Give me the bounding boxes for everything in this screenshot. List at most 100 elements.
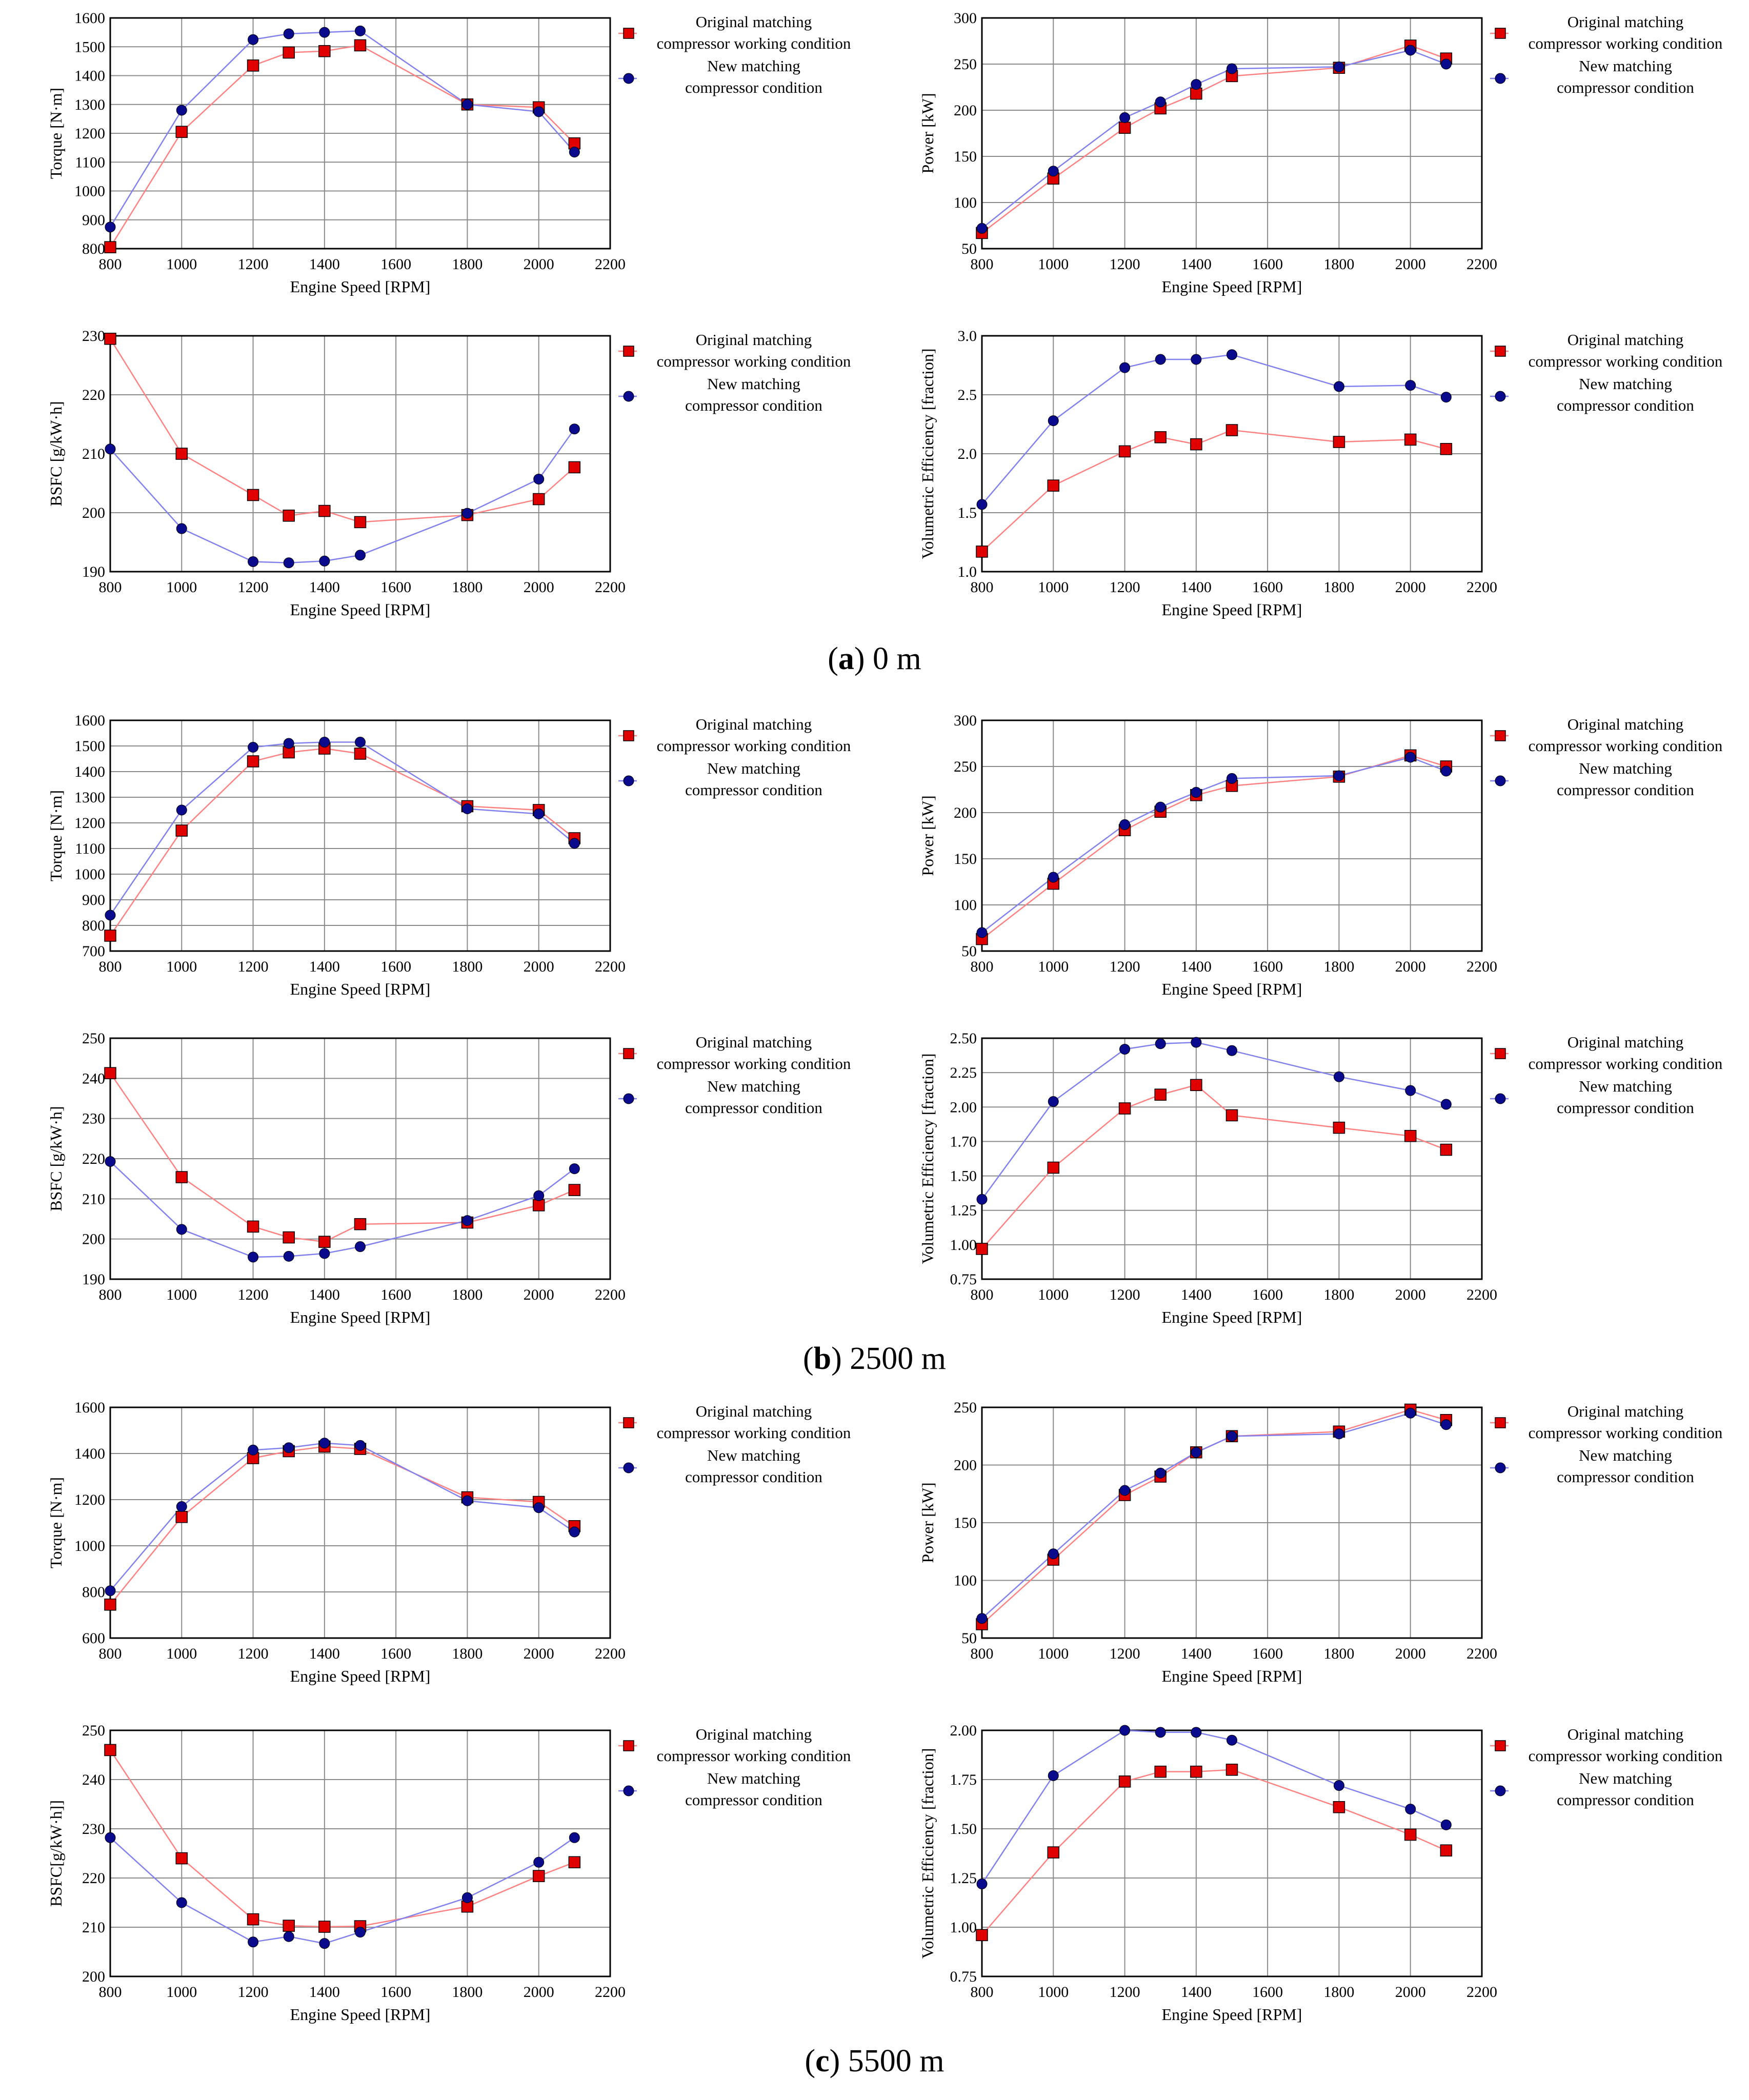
legend-marker-original xyxy=(1495,730,1506,741)
data-point-original xyxy=(1333,1121,1345,1134)
y-tick-label: 240 xyxy=(82,1771,105,1788)
x-tick-label: 2000 xyxy=(1395,1645,1426,1662)
data-point-new xyxy=(355,737,366,748)
y-tick-label: 250 xyxy=(954,758,977,775)
legend-marker-original xyxy=(623,346,634,357)
x-tick-label: 1600 xyxy=(380,1645,411,1662)
y-tick-label: 1.0 xyxy=(958,563,977,580)
x-tick-label: 1600 xyxy=(1252,579,1283,596)
data-point-new xyxy=(461,99,473,110)
y-tick-label: 2.50 xyxy=(950,1030,977,1047)
legend-marker-new xyxy=(623,391,634,402)
data-point-original xyxy=(1118,122,1131,134)
x-tick-label: 1200 xyxy=(1110,579,1140,596)
data-point-new xyxy=(1048,166,1059,177)
legend-label-new-2: compressor condition xyxy=(685,1791,822,1809)
data-point-original xyxy=(976,1929,988,1942)
data-point-new xyxy=(1048,415,1059,427)
data-point-new xyxy=(248,556,259,567)
y-axis-label: BSFC[g/kW·h]] xyxy=(47,1800,65,1907)
data-point-original xyxy=(283,1231,295,1244)
data-point-original xyxy=(568,1856,581,1869)
legend-label-new-2: compressor condition xyxy=(685,78,822,96)
legend-marker-original xyxy=(623,1417,634,1428)
y-tick-label: 300 xyxy=(954,10,977,27)
data-point-original xyxy=(1404,1828,1417,1841)
chart-svg: 800 1000 1200 1400 1600 1800 2000 2200 50 100 150 2… xyxy=(918,712,1723,998)
y-tick-label: 1.00 xyxy=(950,1919,977,1936)
data-point-new xyxy=(105,1156,116,1167)
chart-c-bsfc: 800 1000 1200 1400 1600 1800 2000 2200 200 210 220… xyxy=(0,1712,872,2035)
data-point-new xyxy=(533,106,545,117)
data-point-new xyxy=(1333,770,1344,781)
data-point-new xyxy=(283,1442,294,1453)
y-tick-label: 1.70 xyxy=(950,1133,977,1150)
y-tick-label: 250 xyxy=(954,1399,977,1416)
data-point-original xyxy=(104,241,116,253)
data-point-new xyxy=(461,1215,473,1226)
legend-label-original-1: Original matching xyxy=(1567,1725,1683,1743)
data-point-original xyxy=(1404,1129,1417,1142)
x-tick-label: 1200 xyxy=(238,958,269,975)
data-point-new xyxy=(176,1501,187,1512)
data-point-new xyxy=(1048,1548,1059,1560)
x-tick-label: 1200 xyxy=(1110,1984,1140,2001)
x-tick-label: 1200 xyxy=(238,256,269,273)
data-point-new xyxy=(248,742,259,753)
y-tick-label: 2.5 xyxy=(958,387,977,403)
y-tick-label: 2.25 xyxy=(950,1064,977,1081)
legend-marker-original xyxy=(1495,28,1506,39)
x-tick-label: 800 xyxy=(971,1286,994,1303)
data-point-new xyxy=(1155,1038,1166,1049)
x-tick-label: 1000 xyxy=(1038,579,1069,596)
plot-border xyxy=(109,1406,611,1639)
data-point-original xyxy=(175,1511,188,1523)
y-tick-label: 200 xyxy=(82,1968,105,1985)
x-tick-label: 1000 xyxy=(166,1645,197,1662)
x-tick-label: 800 xyxy=(971,958,994,975)
data-point-new xyxy=(533,809,545,819)
x-axis-label: Engine Speed [RPM] xyxy=(1162,1667,1302,1685)
y-tick-label: 300 xyxy=(954,712,977,729)
data-point-new xyxy=(533,1190,545,1201)
y-tick-label: 50 xyxy=(961,240,977,257)
data-point-original xyxy=(104,1599,116,1611)
legend-label-original-1: Original matching xyxy=(1567,1402,1683,1420)
x-tick-label: 800 xyxy=(99,958,122,975)
data-point-new xyxy=(1227,1045,1237,1056)
y-tick-label: 200 xyxy=(954,804,977,821)
x-axis-label: Engine Speed [RPM] xyxy=(1162,277,1302,296)
data-point-new xyxy=(283,1250,294,1262)
plot-border xyxy=(109,719,611,952)
legend-label-original-2: compressor working condition xyxy=(657,1747,851,1765)
x-axis-label: Engine Speed [RPM] xyxy=(290,600,431,619)
data-point-original xyxy=(354,748,367,760)
legend-label-original-1: Original matching xyxy=(696,1033,812,1051)
x-tick-label: 800 xyxy=(971,1645,994,1662)
y-tick-label: 1.75 xyxy=(950,1771,977,1788)
data-point-new xyxy=(319,27,330,38)
x-tick-label: 1000 xyxy=(1038,1286,1069,1303)
x-tick-label: 2000 xyxy=(524,256,554,273)
y-tick-label: 1600 xyxy=(74,1399,105,1416)
x-tick-label: 1600 xyxy=(1252,1645,1283,1662)
legend-marker-original xyxy=(623,28,634,39)
y-tick-label: 190 xyxy=(82,1271,105,1288)
legend-marker-new xyxy=(623,1093,634,1104)
y-tick-label: 800 xyxy=(82,917,105,934)
data-point-original xyxy=(1047,1846,1060,1859)
chart-svg: 800 1000 1200 1400 1600 1800 2000 2200 50 100 150 2… xyxy=(918,10,1723,296)
x-tick-label: 1800 xyxy=(452,958,483,975)
y-axis-label: Power [kW] xyxy=(918,93,937,173)
x-tick-label: 2000 xyxy=(1395,579,1426,596)
y-tick-label: 200 xyxy=(82,504,105,521)
x-tick-label: 1600 xyxy=(380,256,411,273)
legend-label-new-1: New matching xyxy=(1579,759,1672,777)
legend-label-original-2: compressor working condition xyxy=(657,737,851,755)
x-tick-label: 2200 xyxy=(1466,1286,1497,1303)
data-point-original xyxy=(104,1744,116,1756)
data-point-new xyxy=(355,1241,366,1253)
y-tick-label: 50 xyxy=(961,1630,977,1647)
data-point-new xyxy=(1405,1085,1416,1096)
legend-label-new-2: compressor condition xyxy=(1557,1468,1694,1486)
